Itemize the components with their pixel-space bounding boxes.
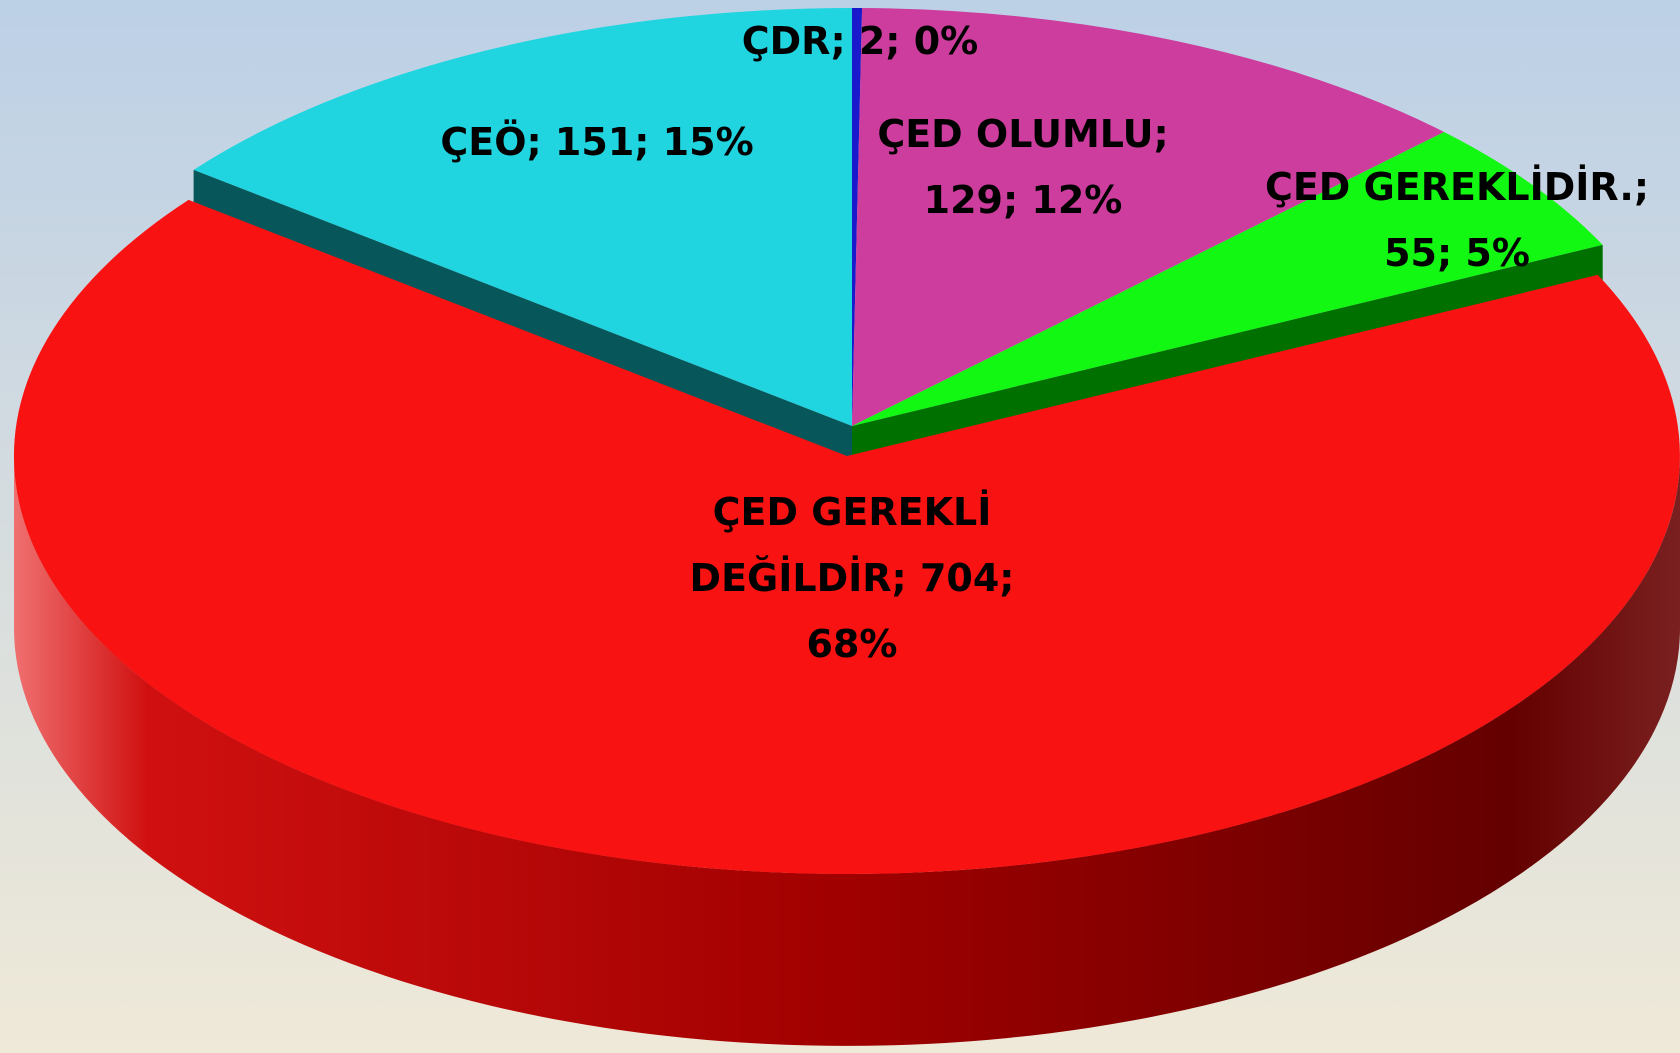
slice: [852, 8, 1445, 426]
data-label-line: 129; 12%: [924, 178, 1123, 222]
data-label: ÇDR; 2; 0%: [742, 19, 979, 63]
data-label: ÇED GEREKLİ DEĞİLDİR; 704; 68%: [690, 490, 1015, 666]
data-label-line: ÇED OLUMLU;: [877, 112, 1168, 156]
slice: [13, 199, 1680, 875]
data-label-line: 55; 5%: [1384, 231, 1530, 275]
data-label-line: DEĞİLDİR; 704;: [690, 556, 1015, 600]
data-label: ÇED GEREKLİDİR.; 55; 5%: [1265, 165, 1649, 275]
data-label-line: ÇED GEREKLİ: [713, 490, 992, 534]
data-label-line: ÇED GEREKLİDİR.;: [1265, 165, 1649, 209]
data-label-line: ÇEÖ; 151; 15%: [440, 120, 753, 164]
slice: [852, 132, 1603, 426]
data-label-line: ÇDR; 2; 0%: [742, 19, 979, 63]
slice: [852, 7, 863, 426]
data-label: ÇED OLUMLU; 129; 12%: [877, 112, 1168, 222]
slice: [193, 7, 853, 426]
data-label: ÇEÖ; 151; 15%: [440, 120, 753, 164]
slice-wall: [14, 456, 1680, 1046]
data-label-line: 68%: [807, 622, 898, 666]
